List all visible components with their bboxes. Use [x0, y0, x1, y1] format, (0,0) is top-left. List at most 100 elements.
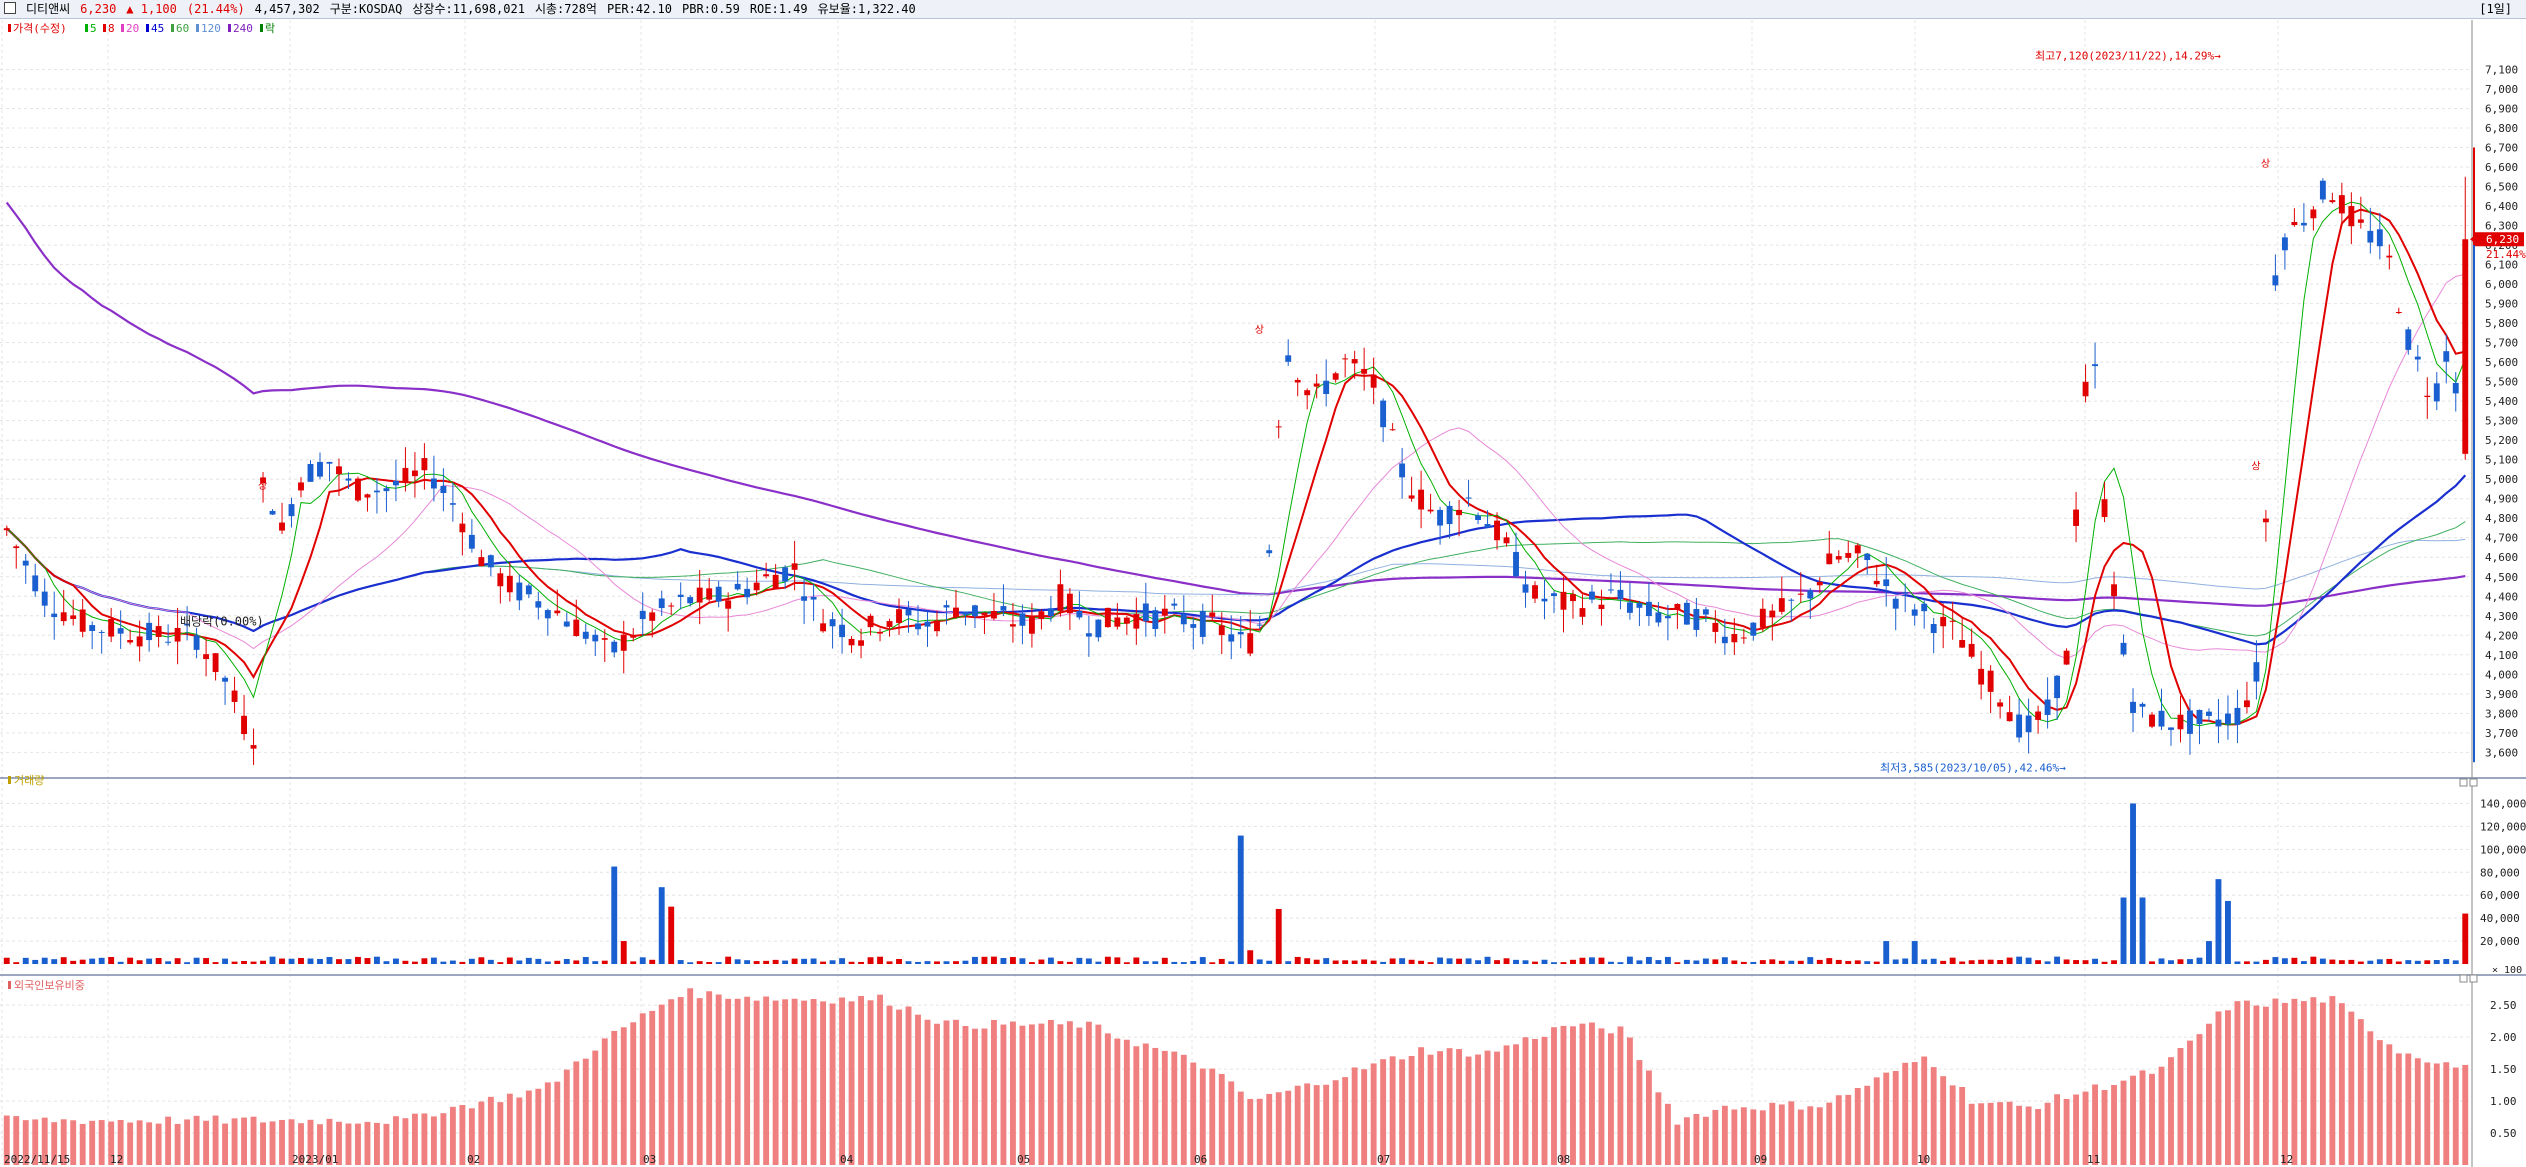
foreign-ratio-bar [877, 994, 883, 1165]
price-tick-label: 3,600 [2485, 746, 2518, 759]
foreign-ratio-bar [1816, 1107, 1823, 1165]
foreign-ratio-bar [677, 997, 684, 1165]
foreign-ratio-bar [1570, 1026, 1576, 1165]
foreign-ratio-bar [449, 1106, 456, 1165]
volume-bar [1038, 959, 1045, 964]
volume-bar [98, 957, 105, 964]
candle-up [241, 715, 247, 735]
volume-bar [1835, 959, 1842, 964]
foreign-ratio-bar [2139, 1070, 2146, 1165]
price-tick-label: 5,500 [2485, 376, 2518, 389]
foreign-ratio-bar [421, 1113, 428, 1165]
candle-down [715, 586, 722, 602]
volume-bar [563, 958, 570, 964]
candle-up [867, 615, 874, 628]
foreign-ratio-bar [706, 991, 713, 1165]
volume-bar [905, 961, 912, 964]
foreign-ratio-bar [1437, 1051, 1444, 1165]
candle-down [1266, 550, 1273, 554]
volume-bar [41, 957, 48, 964]
candle-down [1626, 602, 1633, 613]
foreign-ratio-bar [1000, 1024, 1007, 1165]
candle-up [1759, 608, 1766, 628]
volume-bar [1199, 957, 1206, 964]
candle-down [782, 567, 789, 582]
volume-bar [696, 961, 703, 964]
candle-down [392, 480, 399, 486]
candle-up [2329, 200, 2336, 203]
volume-bar [2177, 959, 2184, 964]
candle-down [2225, 713, 2231, 725]
price-tick-label: 4,500 [2485, 571, 2518, 584]
candle-up [1826, 553, 1833, 565]
foreign-ratio-bar [231, 1118, 238, 1165]
foreign-ratio-bar [2338, 1003, 2345, 1165]
foreign-ratio-bar [867, 1000, 874, 1165]
volume-bar [715, 962, 722, 964]
volume-bar [1142, 961, 1149, 964]
volume-bar [2405, 960, 2412, 964]
volume-bar [544, 961, 551, 964]
candle-down [1911, 609, 1918, 616]
volume-bar [1921, 959, 1928, 964]
candle-down [222, 677, 229, 682]
foreign-ratio-bar [943, 1020, 950, 1165]
foreign-ratio-bar [2225, 1010, 2231, 1165]
volume-bar [1532, 961, 1538, 964]
stock-market: 구분:KOSDAQ [329, 2, 403, 16]
candle-up [668, 605, 675, 607]
volume-bar [525, 957, 532, 964]
price-tick-label: 5,700 [2485, 337, 2518, 350]
foreign-ratio-bar [620, 1027, 627, 1165]
foreign-ratio-bar [2082, 1091, 2089, 1165]
volume-bar [687, 962, 694, 964]
period-selector[interactable]: [1일] [2479, 2, 2512, 16]
candle-down [449, 503, 456, 505]
volume-bar [411, 961, 418, 964]
volume-bar [1218, 958, 1225, 964]
volume-bar [155, 958, 162, 964]
volume-bar [953, 961, 959, 964]
candle-up [877, 631, 883, 634]
foreign-ratio-bar [1370, 1063, 1377, 1165]
candle-down [1047, 608, 1054, 617]
candle-up [1816, 581, 1823, 586]
foreign-ratio-bar [516, 1097, 523, 1165]
candle-up [706, 588, 713, 600]
foreign-ratio-bar [174, 1123, 181, 1165]
volume-bar [2006, 957, 2013, 964]
foreign-ratio-bar [1873, 1077, 1880, 1165]
candle-up [991, 611, 997, 619]
volume-bar [1503, 958, 1510, 964]
candle-down [1085, 633, 1092, 637]
candle-up [2035, 711, 2042, 720]
foreign-ratio-bar [1266, 1093, 1273, 1165]
candle-down [165, 641, 172, 643]
volume-bar [554, 960, 561, 964]
foreign-ratio-bar [2196, 1034, 2203, 1165]
volume-tick-label: 140,000 [2480, 797, 2526, 810]
volume-bar [1256, 959, 1263, 964]
candle-up [260, 477, 266, 484]
volume-bar [203, 958, 210, 964]
volume-bar [1522, 960, 1529, 964]
volume-bar [2443, 959, 2450, 964]
foreign-ratio-bar [108, 1121, 115, 1165]
candle-up [1009, 624, 1016, 627]
candle-up [2006, 712, 2013, 722]
select-checkbox[interactable] [4, 2, 16, 14]
legend-label: 5 [90, 22, 97, 35]
moving-average-lines [5, 201, 2467, 727]
volume-bar [1494, 960, 1500, 964]
volume-bar [1797, 960, 1804, 964]
foreign-ratio-bar [934, 1023, 940, 1165]
foreign-ratio-bar [1683, 1117, 1690, 1165]
foreign-ratio-bar [2367, 1031, 2374, 1165]
volume-bar [639, 957, 646, 964]
stock-chart[interactable]: 3,600 3,700 3,800 3,900 4,000 4,100 4,200 4,300… [0, 18, 2526, 1167]
foreign-ratio-bar [763, 996, 770, 1165]
candle-up [2348, 206, 2355, 227]
volume-bar [1873, 961, 1880, 964]
stock-volume: 4,457,302 [254, 2, 320, 16]
volume-bar [1266, 960, 1273, 964]
